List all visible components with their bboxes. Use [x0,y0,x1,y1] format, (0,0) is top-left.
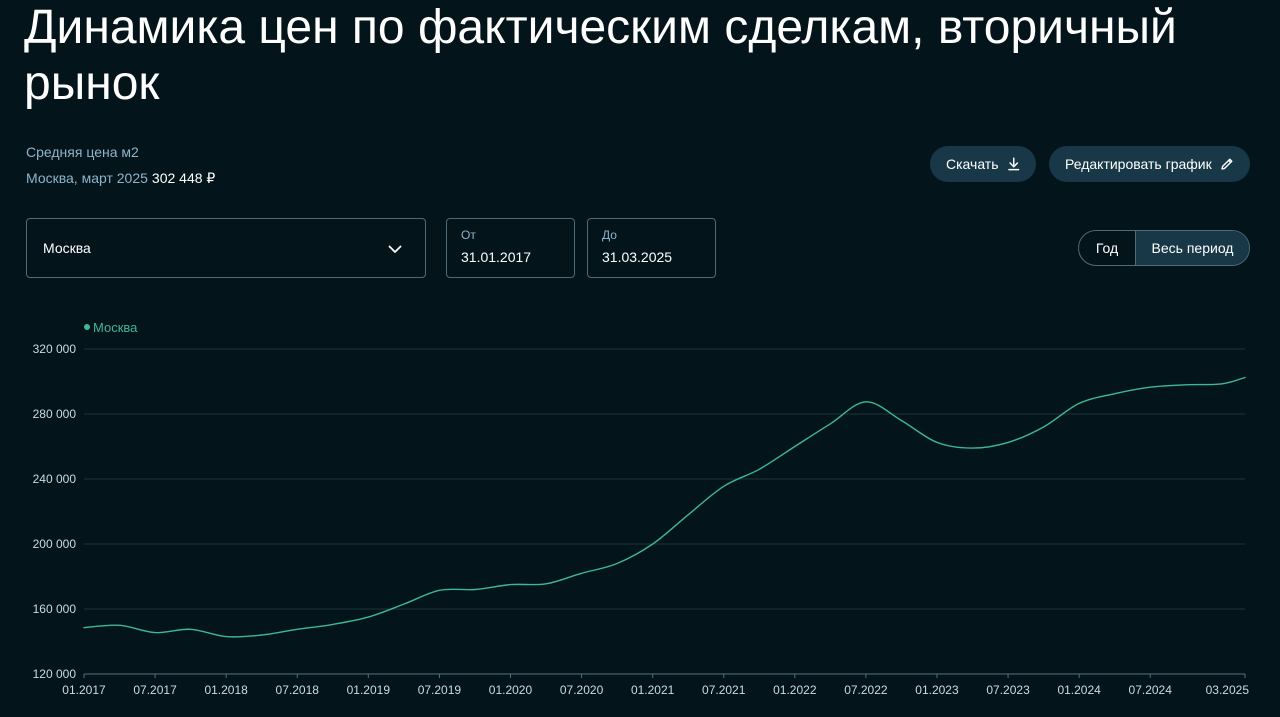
y-tick-label: 280 000 [33,407,77,421]
x-tick-label: 07.2018 [276,683,320,697]
x-tick-label: 01.2023 [915,683,959,697]
y-tick-label: 160 000 [33,602,77,616]
region-select[interactable]: Москва [26,218,426,278]
x-tick-label: 07.2019 [418,683,462,697]
pencil-icon [1221,158,1233,170]
price-line-chart: 120 000 160 000 200 000 240 000 280 000 320 0… [33,320,1250,697]
metric-label: Средняя цена м2 [26,144,139,160]
x-tick-label: 07.2023 [986,683,1030,697]
x-tick-label: 01.2024 [1057,683,1101,697]
legend-marker [84,324,90,330]
x-tick-label: 01.2022 [773,683,817,697]
x-tick-label: 07.2017 [133,683,177,697]
summary-region-period: Москва, март 2025 [26,170,148,186]
download-icon [1007,157,1019,171]
x-tick-label: 01.2020 [489,683,533,697]
date-from-value: 31.01.2017 [461,249,532,265]
x-tick-label: 03.2025 [1206,683,1250,697]
date-to-field[interactable]: До 31.03.2025 [587,218,716,278]
y-tick-label: 320 000 [33,342,77,356]
x-tick-label: 07.2024 [1129,683,1173,697]
y-tick-label: 200 000 [33,537,77,551]
edit-chart-button[interactable]: Редактировать график [1049,146,1250,182]
legend-label: Москва [93,320,138,335]
period-toggle[interactable]: Год Весь период [1078,230,1250,266]
y-axis-ticks: 120 000 160 000 200 000 240 000 280 000 320 0… [33,342,77,681]
price-summary: Средняя цена м2 Москва, март 2025 302 448… [26,143,215,187]
x-tick-label: 01.2017 [62,683,106,697]
date-from-field[interactable]: От 31.01.2017 [446,218,575,278]
edit-chart-button-label: Редактировать график [1065,156,1212,172]
download-button-label: Скачать [946,156,999,172]
y-tick-label: 120 000 [33,667,77,681]
chart-grid [84,348,1245,675]
chart-legend: Москва [84,320,138,335]
chevron-down-icon [388,245,402,253]
download-button[interactable]: Скачать [930,146,1036,182]
period-all-option[interactable]: Весь период [1135,231,1249,265]
date-to-value: 31.03.2025 [602,249,673,265]
page-title: Динамика цен по фактическим сделкам, вто… [24,1,1177,110]
series-line [83,376,1246,638]
date-to-label: До [602,228,617,242]
x-axis-ticks: 01.2017 07.2017 01.2018 07.2018 01.2019 07.20… [62,674,1249,697]
x-tick-label: 01.2019 [347,683,391,697]
y-tick-label: 240 000 [33,472,77,486]
chart-series [83,376,1246,638]
x-tick-label: 07.2020 [560,683,604,697]
x-tick-label: 07.2022 [844,683,888,697]
region-select-value: Москва [43,240,91,256]
summary-price: 302 448 ₽ [151,170,216,186]
period-year-option[interactable]: Год [1095,240,1119,256]
x-tick-label: 01.2021 [631,683,675,697]
x-tick-label: 01.2018 [204,683,248,697]
x-tick-label: 07.2021 [702,683,746,697]
summary-row: Москва, март 2025 302 448 ₽ [26,169,215,187]
date-from-label: От [461,228,476,242]
